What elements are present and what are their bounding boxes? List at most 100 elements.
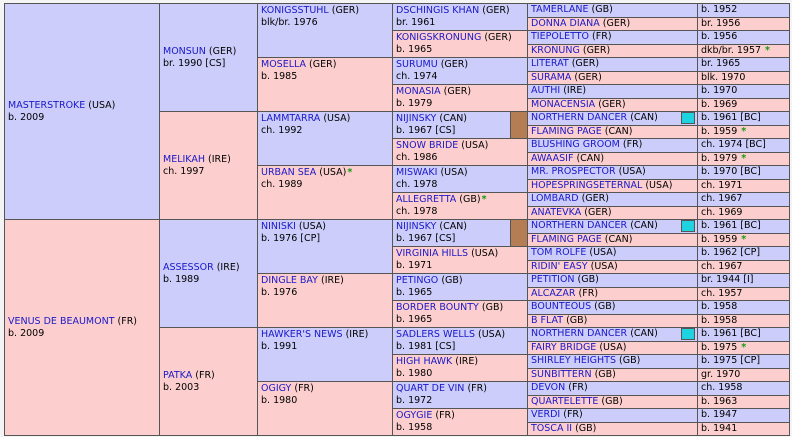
horse-name-link[interactable]: BORDER BOUNTY [396,302,479,313]
ancestor-cell[interactable]: TOSCA II (GB) [527,422,698,436]
horse-name-link[interactable]: TOSCA II [531,423,573,434]
horse-name-link[interactable]: OGIGY [261,383,292,394]
horse-name-link[interactable]: QUART DE VIN [396,383,465,394]
ancestor-cell[interactable]: DEVON (FR) [527,381,698,396]
horse-name-link[interactable]: DSCHINGIS KHAN [396,5,480,16]
horse-name-link[interactable]: PETINGO [396,275,439,286]
horse-name-link[interactable]: TOM ROLFE [531,247,587,258]
ancestor-cell[interactable]: MISWAKI (USA) ch. 1978 [392,165,528,193]
ancestor-cell[interactable]: LOMBARD (GER) [527,192,698,207]
ancestor-cell[interactable]: NORTHERN DANCER (CAN) [527,327,698,342]
ancestor-cell[interactable]: B FLAT (GB) [527,314,698,328]
ancestor-cell[interactable]: TAMERLANE (GB) [527,3,698,18]
ancestor-cell[interactable]: AUTHI (IRE) [527,84,698,99]
horse-name-link[interactable]: KONIGSSTUHL [261,5,329,16]
horse-name-link[interactable]: HAWKER'S NEWS [261,329,343,340]
horse-name-link[interactable]: VENUS DE BEAUMONT [8,315,115,327]
ancestor-cell[interactable]: AWAASIF (CAN) [527,152,698,166]
ancestor-cell[interactable]: PETINGO (GB) b. 1965 [392,273,528,301]
ancestor-cell[interactable]: SNOW BRIDE (USA) ch. 1986 [392,138,528,166]
horse-name-link[interactable]: SUNBITTERN [531,369,592,380]
horse-name-link[interactable]: QUARTELETTE [531,396,599,407]
horse-name-link[interactable]: BLUSHING GROOM [531,139,620,150]
ancestor-cell[interactable]: KONIGSKRONUNG (GER) b. 1965 [392,30,528,58]
ancestor-cell[interactable]: NORTHERN DANCER (CAN) [527,111,698,126]
ancestor-cell[interactable]: MONSUN (GER) br. 1990 [CS] [159,3,258,112]
ancestor-cell[interactable]: KONIGSSTUHL (GER) blk/br. 1976 [257,3,393,58]
ancestor-cell[interactable]: VERDI (FR) [527,408,698,423]
horse-name-link[interactable]: MR. PROSPECTOR [531,166,616,177]
ancestor-cell[interactable]: QUARTELETTE (GB) [527,395,698,409]
horse-name-link[interactable]: SURAMA [531,72,572,83]
horse-name-link[interactable]: RIDIN' EASY [531,261,588,272]
ancestor-cell[interactable]: NINISKI (USA) b. 1976 [CP] [257,219,393,274]
horse-name-link[interactable]: HIGH HAWK [396,356,453,367]
ancestor-cell[interactable]: HAWKER'S NEWS (IRE) b. 1991 [257,327,393,382]
horse-name-link[interactable]: SHIRLEY HEIGHTS [531,355,616,366]
ancestor-cell[interactable]: URBAN SEA (USA)* ch. 1989 [257,165,393,220]
ancestor-cell[interactable]: FLAMING PAGE (CAN) [527,233,698,247]
horse-name-link[interactable]: NORTHERN DANCER [531,112,628,123]
horse-name-link[interactable]: NORTHERN DANCER [531,220,628,231]
ancestor-cell[interactable]: SADLERS WELLS (USA) b. 1981 [CS] [392,327,528,355]
horse-name-link[interactable]: VIRGINIA HILLS [396,248,469,259]
ancestor-cell[interactable]: SHIRLEY HEIGHTS (GB) [527,354,698,369]
ancestor-cell[interactable]: MONASIA (GER) b. 1979 [392,84,528,112]
ancestor-cell[interactable]: RIDIN' EASY (USA) [527,260,698,274]
horse-name-link[interactable]: PETITION [531,274,575,285]
horse-name-link[interactable]: FAIRY BRIDGE [531,342,597,353]
ancestor-cell[interactable]: LAMMTARRA (USA) ch. 1992 [257,111,393,166]
horse-name-link[interactable]: MONSUN [163,45,206,57]
horse-name-link[interactable]: NINISKI [261,221,296,232]
ancestor-cell[interactable]: FAIRY BRIDGE (USA) [527,341,698,355]
ancestor-cell[interactable]: MONACENSIA (GER) [527,98,698,112]
horse-name-link[interactable]: NORTHERN DANCER [531,328,628,339]
ancestor-cell[interactable]: TIEPOLETTO (FR) [527,30,698,45]
horse-name-link[interactable]: VERDI [531,409,561,420]
horse-name-link[interactable]: NIJINSKY [396,113,437,124]
ancestor-cell[interactable]: HOPESPRINGSETERNAL (USA) [527,179,698,193]
horse-name-link[interactable]: FLAMING PAGE [531,234,602,245]
horse-name-link[interactable]: AUTHI [531,85,561,96]
horse-name-link[interactable]: ALLEGRETTA [396,194,457,205]
ancestor-cell[interactable]: OGYGIE (FR) b. 1958 [392,408,528,436]
ancestor-cell[interactable]: MR. PROSPECTOR (USA) [527,165,698,180]
horse-name-link[interactable]: MELIKAH [163,153,205,165]
ancestor-cell[interactable]: DINGLE BAY (IRE) b. 1976 [257,273,393,328]
ancestor-cell[interactable]: BORDER BOUNTY (GB) b. 1965 [392,300,528,328]
horse-name-link[interactable]: SNOW BRIDE [396,140,459,151]
ancestor-cell[interactable]: TOM ROLFE (USA) [527,246,698,261]
horse-name-link[interactable]: NIJINSKY [396,221,437,232]
ancestor-cell[interactable]: FLAMING PAGE (CAN) [527,125,698,139]
ancestor-cell[interactable]: MELIKAH (IRE) ch. 1997 [159,111,258,220]
horse-name-link[interactable]: DINGLE BAY [261,275,318,286]
ancestor-cell[interactable]: VIRGINIA HILLS (USA) b. 1971 [392,246,528,274]
horse-cell[interactable]: VENUS DE BEAUMONT (FR) b. 2009 [4,219,160,436]
horse-name-link[interactable]: LAMMTARRA [261,113,321,124]
ancestor-cell[interactable]: NIJINSKY (CAN) b. 1967 [CS] [392,219,528,247]
horse-name-link[interactable]: HOPESPRINGSETERNAL [531,180,643,191]
ancestor-cell[interactable]: ANATEVKA (GER) [527,206,698,220]
ancestor-cell[interactable]: PETITION (GB) [527,273,698,288]
horse-name-link[interactable]: OGYGIE [396,410,433,421]
ancestor-cell[interactable]: ALCAZAR (FR) [527,287,698,301]
horse-name-link[interactable]: DONNA DIANA [531,18,600,29]
ancestor-cell[interactable]: SUNBITTERN (GB) [527,368,698,382]
horse-name-link[interactable]: LOMBARD [531,193,579,204]
horse-name-link[interactable]: MONACENSIA [531,99,596,110]
horse-name-link[interactable]: SURUMU [396,59,438,70]
ancestor-cell[interactable]: MOSELLA (GER) b. 1985 [257,57,393,112]
ancestor-cell[interactable]: LITERAT (GER) [527,57,698,72]
horse-name-link[interactable]: MONASIA [396,86,441,97]
horse-name-link[interactable]: LITERAT [531,58,569,69]
horse-name-link[interactable]: AWAASIF [531,153,574,164]
ancestor-cell[interactable]: HIGH HAWK (IRE) b. 1980 [392,354,528,382]
ancestor-cell[interactable]: BLUSHING GROOM (FR) [527,138,698,153]
ancestor-cell[interactable]: PATKA (FR) b. 2003 [159,327,258,436]
ancestor-cell[interactable]: ASSESSOR (IRE) b. 1989 [159,219,258,328]
horse-name-link[interactable]: ALCAZAR [531,288,576,299]
horse-name-link[interactable]: ASSESSOR [163,261,214,273]
horse-name-link[interactable]: B FLAT [531,315,564,326]
ancestor-cell[interactable]: DSCHINGIS KHAN (GER) br. 1961 [392,3,528,31]
horse-name-link[interactable]: TIEPOLETTO [531,31,590,42]
